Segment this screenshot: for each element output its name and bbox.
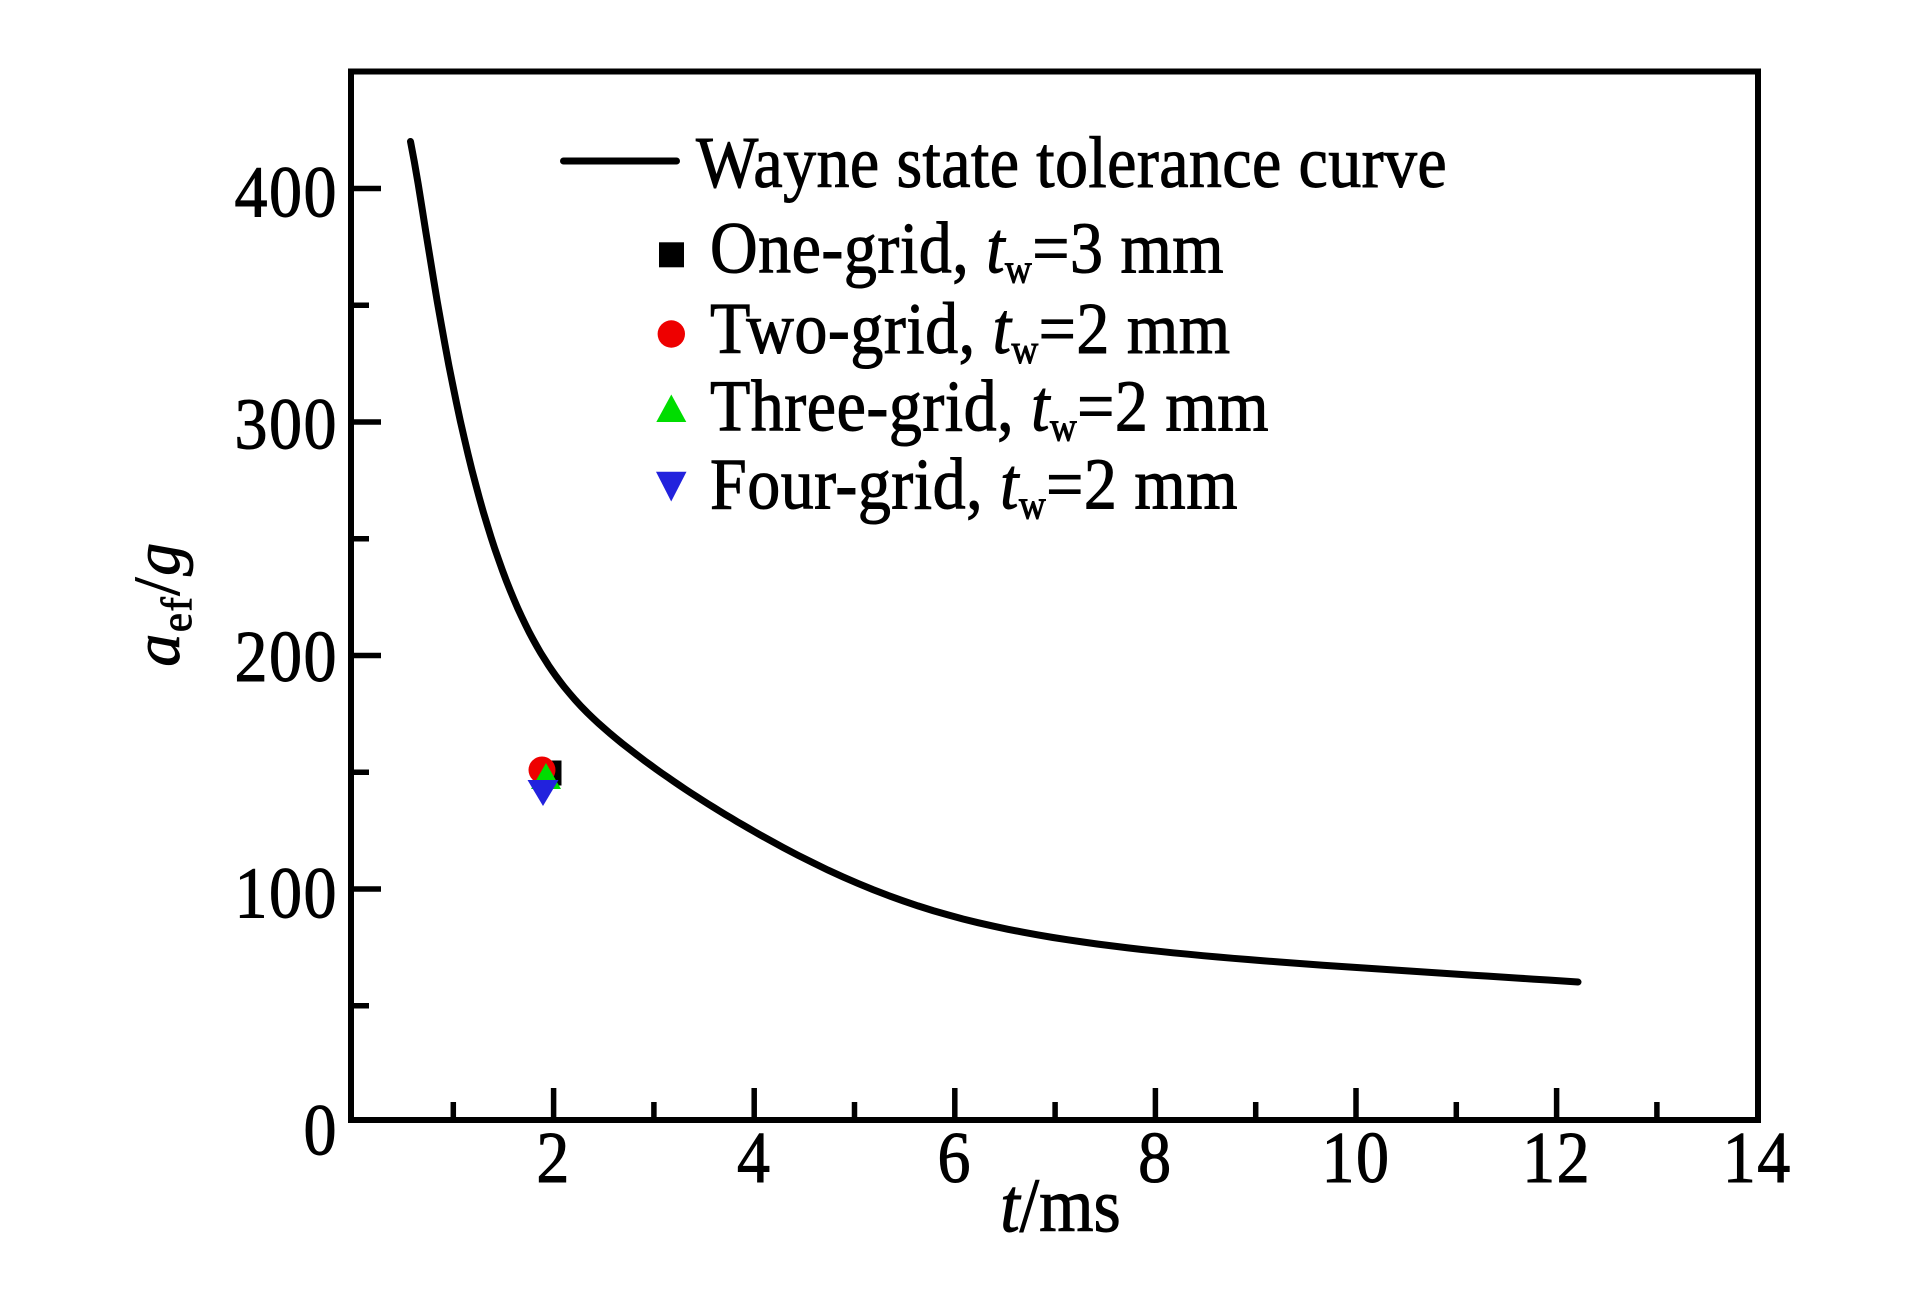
svg-text:Four-grid, tw=2 mm: Four-grid, tw=2 mm bbox=[710, 444, 1238, 528]
svg-text:Three-grid, tw=2 mm: Three-grid, tw=2 mm bbox=[710, 366, 1269, 450]
svg-text:4: 4 bbox=[737, 1118, 772, 1199]
svg-text:100: 100 bbox=[235, 854, 338, 935]
svg-text:6: 6 bbox=[938, 1118, 973, 1199]
svg-text:300: 300 bbox=[235, 384, 338, 465]
svg-text:400: 400 bbox=[235, 152, 338, 233]
svg-text:One-grid, tw=3 mm: One-grid, tw=3 mm bbox=[710, 208, 1224, 292]
svg-text:t/ms: t/ms bbox=[1000, 1163, 1121, 1249]
svg-text:14: 14 bbox=[1723, 1118, 1792, 1199]
svg-text:200: 200 bbox=[235, 617, 338, 698]
svg-text:10: 10 bbox=[1321, 1118, 1390, 1199]
svg-text:8: 8 bbox=[1138, 1118, 1173, 1199]
svg-text:2: 2 bbox=[536, 1118, 571, 1199]
svg-text:aef/g: aef/g bbox=[121, 541, 201, 666]
svg-text:12: 12 bbox=[1522, 1118, 1591, 1199]
svg-text:Wayne state tolerance curve: Wayne state tolerance curve bbox=[696, 123, 1447, 204]
svg-text:Two-grid, tw=2 mm: Two-grid, tw=2 mm bbox=[710, 289, 1231, 373]
svg-text:0: 0 bbox=[303, 1090, 338, 1171]
